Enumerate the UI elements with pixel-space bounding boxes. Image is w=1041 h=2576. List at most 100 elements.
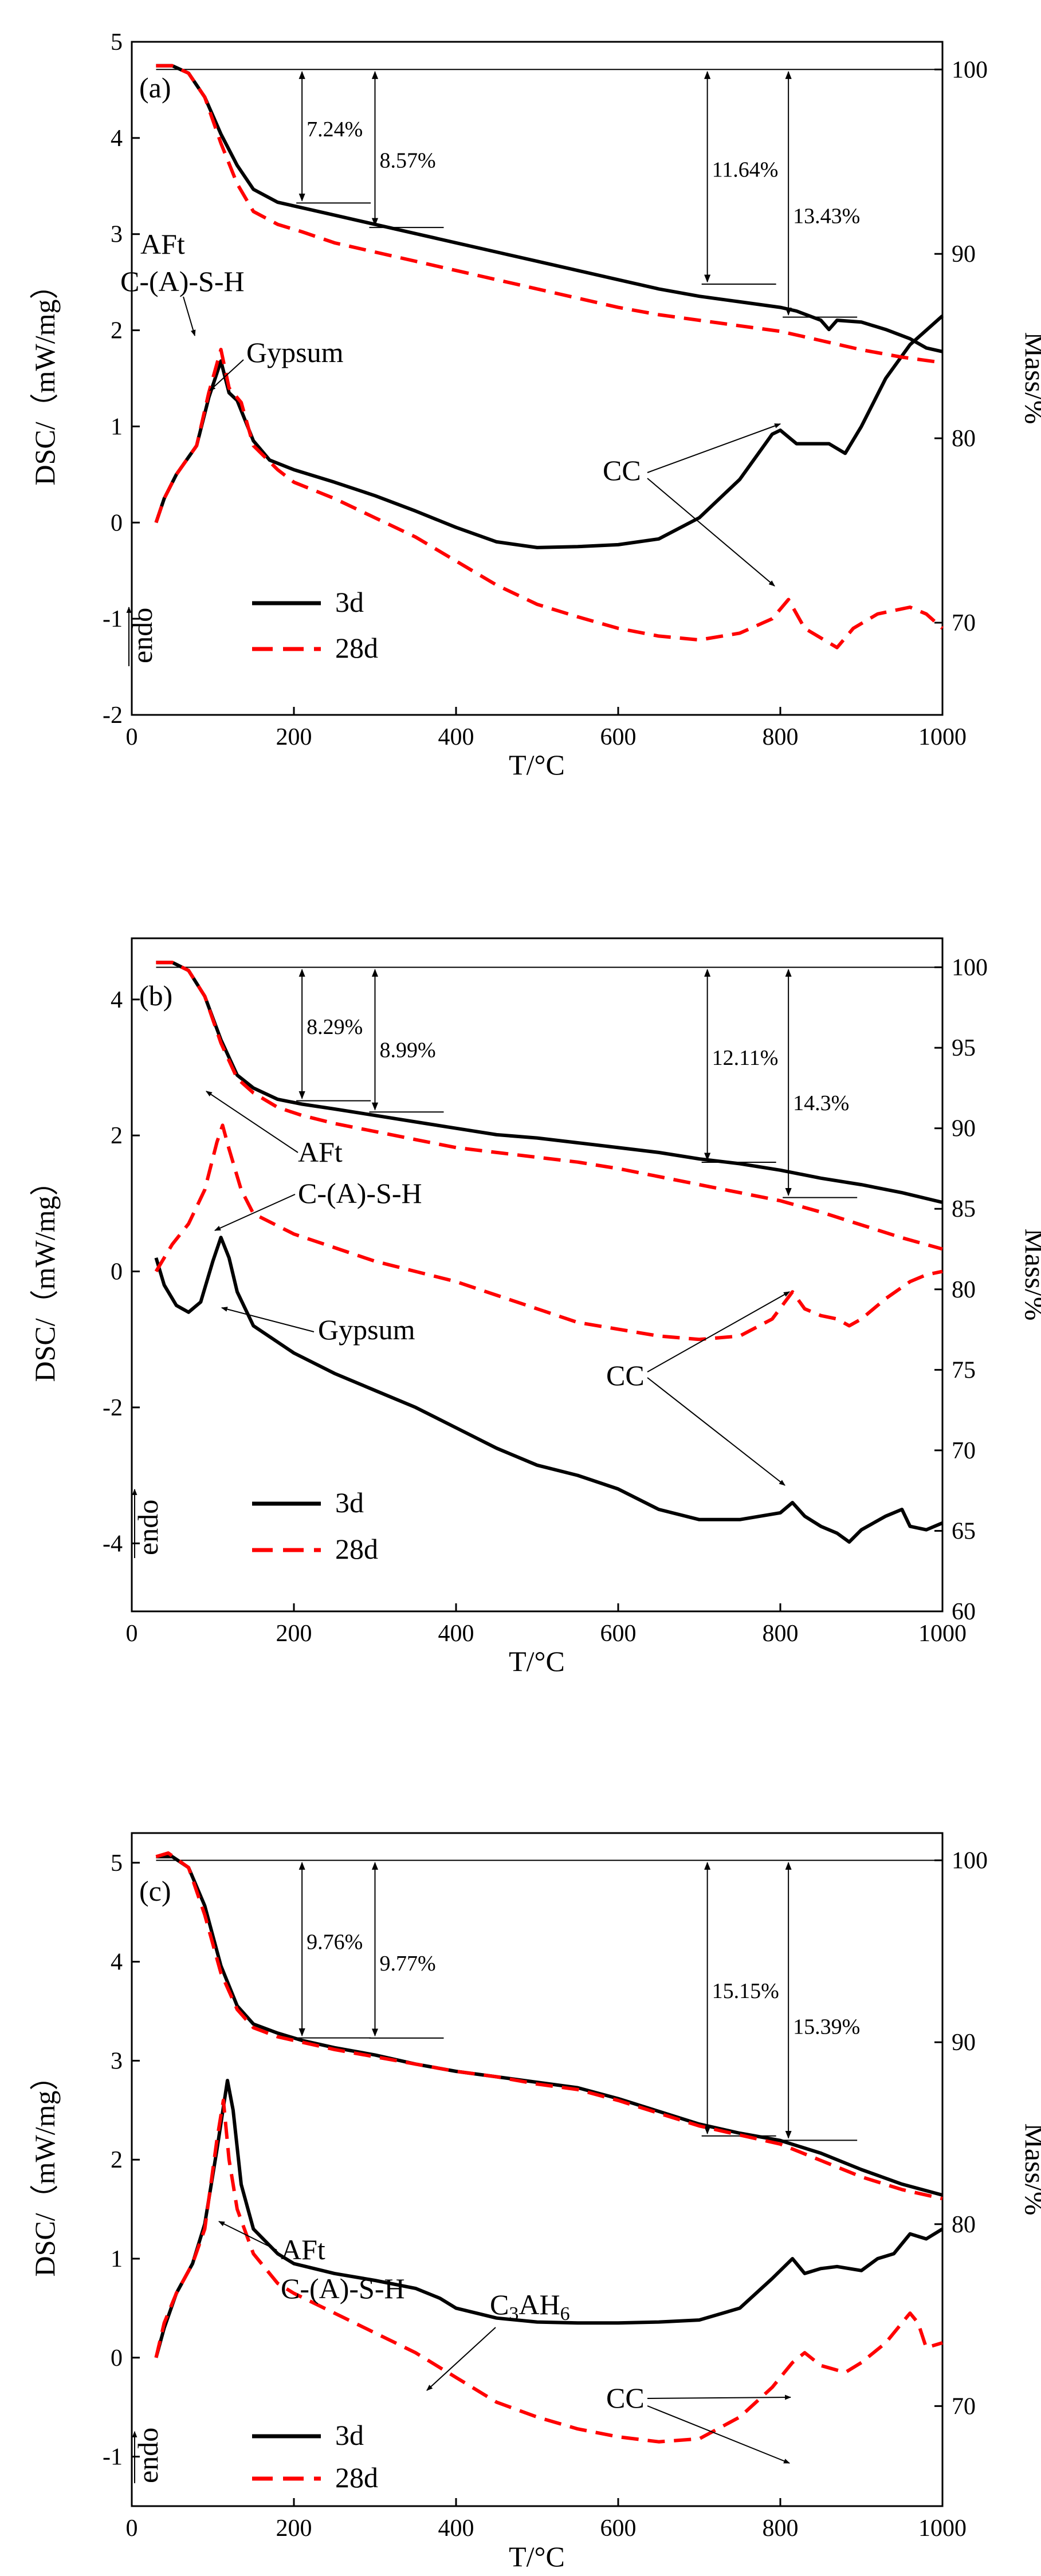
annotation-aft: AFt [298, 1136, 343, 1168]
x-tick-label: 600 [600, 1621, 637, 1647]
y-axis-title: DSC/（mW/mg） [29, 270, 61, 485]
arrow-gypsum [209, 359, 244, 391]
endo-label: endo [126, 608, 158, 663]
y-tick-label: 4 [111, 987, 123, 1013]
legend-label-3d: 3d [335, 586, 364, 618]
panel-a: 0 200 400 600 800 1000 -2 -1 0 1 2 3 4 5 70 80 90 100 7… [29, 29, 1041, 781]
y2-tick-label: 70 [952, 610, 976, 636]
panel-c: 0 200 400 600 800 1000 -1 0 1 2 3 4 5 70 80 90 100 9.7… [29, 1832, 1041, 2573]
annotation-gypsum: Gypsum [318, 1313, 415, 1346]
mass-loss-label: 13.43% [793, 204, 860, 228]
mass-loss-label: 9.76% [307, 1930, 363, 1954]
arrow-c3ah6 [426, 2327, 496, 2391]
x-axis-title: T/°C [509, 1645, 565, 1677]
y-tick-label: 4 [111, 125, 123, 152]
mass-loss-label: 9.77% [380, 1952, 436, 1976]
x-tick-label: 0 [126, 2515, 138, 2542]
panel-b: 0 200 400 600 800 1000 -4 -2 0 2 4 60 65 70 75 80 85 90… [29, 937, 1041, 1677]
plot-frame [131, 937, 944, 1613]
x-ticks: 0 200 400 600 800 1000 [126, 707, 967, 750]
arrow-aft [206, 1091, 298, 1153]
y-tick-label: 0 [111, 510, 123, 536]
mass-loss-markers: 9.76% 9.77% 15.15% 15.39% [296, 1862, 860, 2141]
x-tick-label: 1000 [918, 2515, 967, 2542]
endo-label: endo [132, 2428, 164, 2483]
y2-tick-label: 85 [952, 1196, 976, 1222]
mass-loss-label: 7.24% [307, 117, 363, 141]
y-tick-label: -2 [103, 702, 123, 729]
arrow-csh [183, 296, 196, 337]
mass-loss-label: 15.39% [793, 2015, 860, 2039]
y2-tick-label: 100 [952, 57, 988, 83]
mass-loss-label: 11.64% [712, 158, 779, 182]
x-tick-label: 1000 [918, 724, 967, 750]
arrow-cc-3d [647, 1377, 785, 1486]
mass-line-28d [156, 961, 943, 1251]
y2-ticks: 70 80 90 100 [934, 1848, 988, 2420]
x-axis-title: T/°C [509, 749, 565, 781]
panel-label: (b) [139, 980, 172, 1012]
y2-axis-title: Mass/% [1019, 1228, 1041, 1320]
dsc-line-28d [154, 1123, 943, 1342]
y-tick-label: 5 [111, 1850, 123, 1877]
y2-tick-label: 100 [952, 955, 988, 981]
legend-label-3d: 3d [335, 1486, 364, 1519]
x-tick-label: 600 [600, 2515, 637, 2542]
x-tick-label: 800 [763, 2515, 799, 2542]
y-tick-label: 1 [111, 414, 123, 440]
y-tick-label: -1 [103, 606, 123, 632]
x-ticks: 0 200 400 600 800 1000 [126, 2498, 967, 2542]
y-tick-label: 1 [111, 2246, 123, 2272]
mass-loss-label: 8.99% [380, 1038, 436, 1062]
mass-loss-label: 12.11% [712, 1046, 779, 1070]
annotation-aft: AFt [281, 2233, 325, 2266]
y-tick-label: 2 [111, 318, 123, 344]
y2-axis-title: Mass/% [1019, 2123, 1041, 2215]
dsc-line-28d [154, 348, 944, 650]
mass-line-28d [156, 64, 943, 365]
arrow-gypsum [221, 1307, 315, 1332]
mass-loss-markers: 7.24% 8.57% 11.64% 13.43% [296, 70, 860, 318]
endo-label: endo [132, 1500, 164, 1555]
mass-line-3d [156, 64, 943, 353]
x-axis-title: T/°C [509, 2540, 565, 2573]
y-tick-label: 2 [111, 1123, 123, 1149]
arrow-aft [218, 2221, 277, 2251]
annotation-cc: CC [606, 2382, 645, 2414]
x-tick-label: 800 [763, 1621, 799, 1647]
dsc-line-3d [154, 314, 944, 549]
arrow-csh [214, 1194, 296, 1231]
plot-frame [131, 1832, 944, 2507]
y2-tick-label: 80 [952, 2212, 976, 2238]
mass-loss-label: 8.57% [380, 148, 436, 172]
x-tick-label: 200 [276, 1621, 312, 1647]
annotation-csh: C-(A)-S-H [281, 2272, 405, 2304]
series-layer [154, 64, 944, 650]
y2-tick-label: 80 [952, 426, 976, 452]
mass-line-3d [156, 961, 943, 1204]
x-tick-label: 400 [438, 2515, 474, 2542]
mass-line-28d [155, 1851, 943, 2201]
mass-loss-label: 15.15% [712, 1979, 779, 2003]
x-tick-label: 1000 [918, 1621, 967, 1647]
y-ticks: -2 -1 0 1 2 3 4 5 [103, 29, 140, 729]
annotation-gypsum: Gypsum [246, 336, 344, 368]
y-tick-label: 3 [111, 222, 123, 248]
arrow-cc-3d [647, 2394, 792, 2400]
mass-loss-label: 14.3% [793, 1091, 849, 1115]
dsc-line-28d [154, 2098, 943, 2444]
annotation-c3ah6: C3AH6 [490, 2288, 570, 2325]
series-layer [154, 1851, 944, 2444]
y-tick-label: 0 [111, 2345, 123, 2372]
arrow-cc-28d [647, 1291, 790, 1372]
legend-label-28d: 28d [335, 1533, 378, 1565]
y-ticks: -1 0 1 2 3 4 5 [103, 1850, 140, 2471]
x-tick-label: 200 [276, 724, 312, 750]
y2-tick-label: 75 [952, 1357, 976, 1383]
y2-tick-label: 65 [952, 1518, 976, 1544]
annotation-csh: C-(A)-S-H [120, 265, 245, 297]
y2-tick-label: 95 [952, 1035, 976, 1061]
arrow-cc-28d [647, 2405, 791, 2464]
plot-frame [131, 41, 944, 716]
annotation-cc: CC [603, 454, 641, 486]
